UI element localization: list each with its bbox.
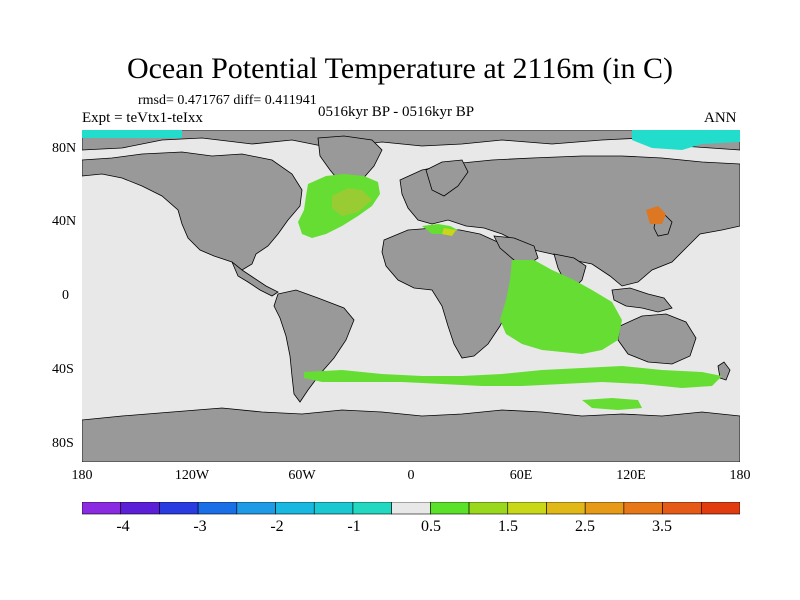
colorbar <box>82 502 740 515</box>
colorbar-swatch-0 <box>82 502 122 515</box>
north-america <box>82 151 303 271</box>
experiment-label: Expt = teVtx1-teIxx <box>82 110 203 126</box>
season-label: ANN <box>704 110 737 126</box>
world-map <box>82 130 740 462</box>
colorbar-swatch-9 <box>430 502 470 515</box>
central-america <box>231 261 279 297</box>
scandinavia <box>425 159 469 197</box>
colorbar-label-1p5: 1.5 <box>498 518 518 535</box>
colorbar-label-neg2: -2 <box>270 518 284 535</box>
southern-ocean-anomaly <box>304 366 722 388</box>
period-label: 0516kyr BP - 0516kyr BP <box>318 104 475 120</box>
colorbar-swatch-5 <box>275 502 315 515</box>
arctic-cold-anomaly-west <box>82 130 182 138</box>
stats-text: rmsd= 0.471767 diff= 0.411941 <box>138 93 317 108</box>
colorbar-label-0p5: 0.5 <box>421 518 441 535</box>
colorbar-swatch-8 <box>391 502 431 515</box>
arctic-cold-anomaly-east <box>632 130 740 150</box>
colorbar-swatch-3 <box>197 502 238 515</box>
colorbar-swatch-10 <box>468 502 509 515</box>
lat-label-80n: 80N <box>52 141 77 156</box>
lon-label-120w: 120W <box>174 468 210 483</box>
north-atlantic-anomaly-mid <box>332 188 372 216</box>
colorbar-label-3p5: 3.5 <box>652 518 672 535</box>
lon-label-180e: 180 <box>729 468 751 483</box>
eurasia <box>399 155 740 287</box>
colorbar-swatch-13 <box>584 502 625 515</box>
map-title: Ocean Potential Temperature at 2116m (in… <box>126 52 674 85</box>
indian-ocean-anomaly <box>500 260 622 354</box>
australia <box>617 313 697 365</box>
antarctica <box>82 407 740 462</box>
lat-label-0: 0 <box>62 288 69 303</box>
colorbar-label-2p5: 2.5 <box>575 518 595 535</box>
colorbar-swatch-12 <box>546 502 586 515</box>
mediterranean-anomaly-mid <box>442 228 456 236</box>
lon-label-60w: 60W <box>288 468 316 483</box>
colorbar-swatch-16 <box>700 502 740 515</box>
southern-ocean-anomaly-2 <box>582 398 642 410</box>
colorbar-swatch-11 <box>507 502 547 515</box>
africa <box>381 227 527 359</box>
colorbar-swatch-6 <box>313 502 354 515</box>
lat-label-80s: 80S <box>52 436 74 451</box>
colorbar-swatch-7 <box>352 502 392 515</box>
colorbar-label-neg1: -1 <box>347 518 361 535</box>
lat-label-40n: 40N <box>52 214 77 229</box>
lon-label-0: 0 <box>407 468 415 483</box>
colorbar-swatch-15 <box>662 502 702 515</box>
lat-label-40s: 40S <box>52 362 74 377</box>
colorbar-swatch-2 <box>159 502 199 515</box>
indonesia <box>611 287 673 313</box>
colorbar-swatch-14 <box>623 502 663 515</box>
lon-label-180w: 180 <box>71 468 93 483</box>
lon-label-60e: 60E <box>509 468 533 483</box>
colorbar-swatch-4 <box>236 502 276 515</box>
lon-label-120e: 120E <box>616 468 646 483</box>
sea-of-japan-anomaly <box>646 206 666 224</box>
arctic-landmass <box>82 130 740 151</box>
colorbar-label-neg4: -4 <box>116 518 130 535</box>
colorbar-label-neg3: -3 <box>193 518 207 535</box>
colorbar-swatch-1 <box>120 502 160 515</box>
south-america <box>273 289 355 403</box>
